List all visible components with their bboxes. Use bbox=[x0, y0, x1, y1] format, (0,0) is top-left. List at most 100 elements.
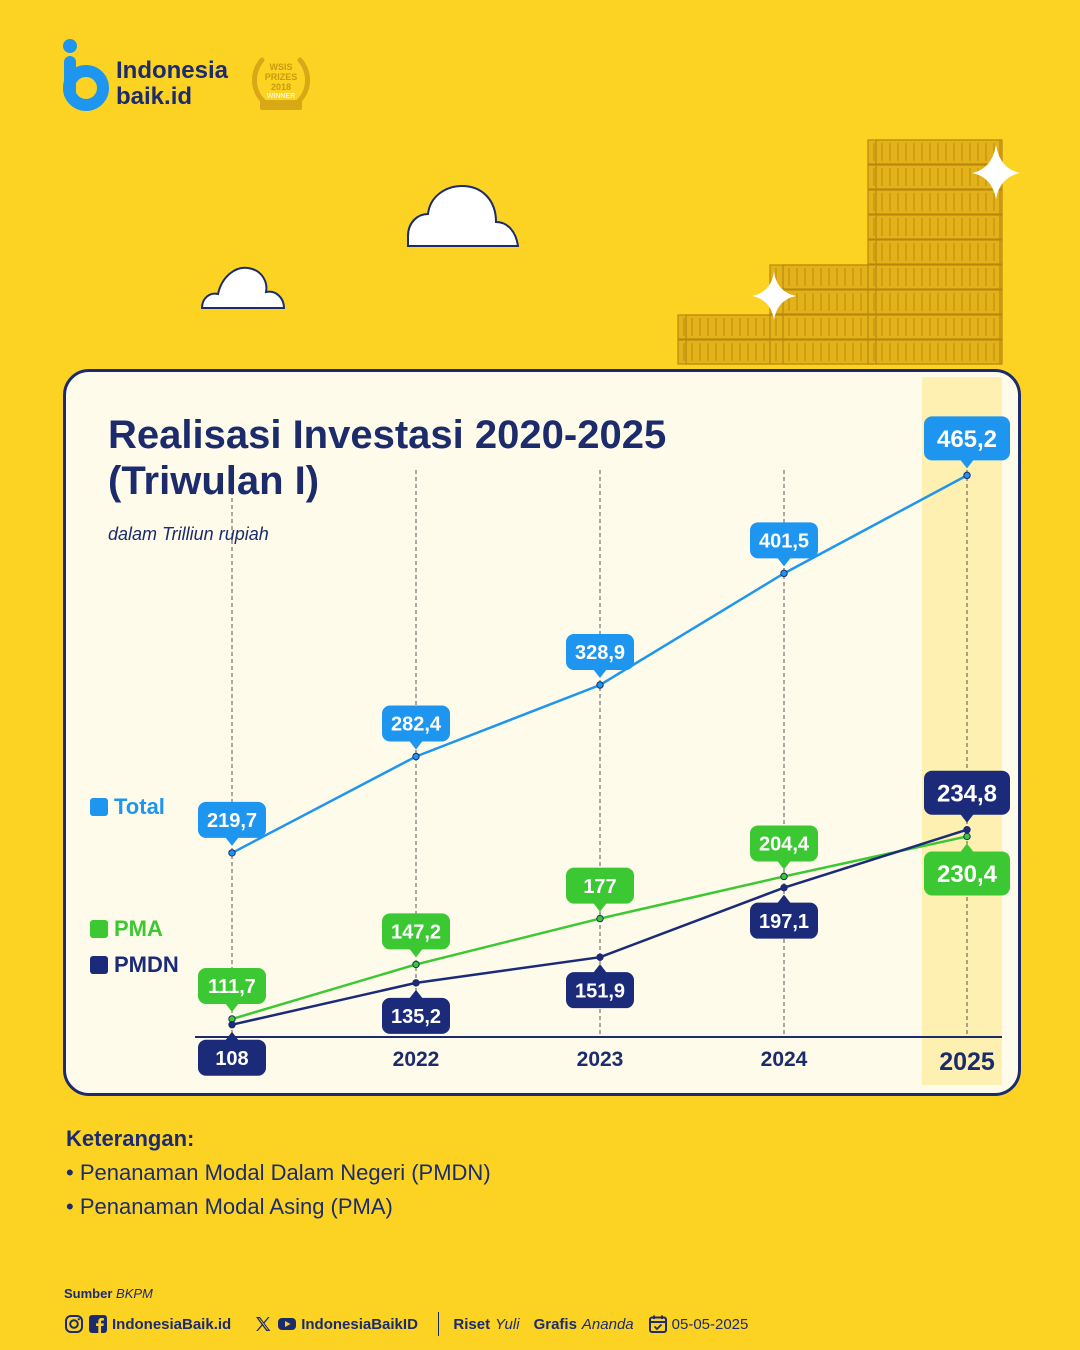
data-label: 151,9 bbox=[575, 980, 625, 1002]
data-label-pointer bbox=[593, 902, 607, 912]
data-label-pointer bbox=[960, 813, 974, 823]
data-label-bubble bbox=[924, 770, 1010, 815]
grafis-label: Grafis bbox=[533, 1315, 577, 1333]
data-label: 219,7 bbox=[207, 810, 257, 832]
legend-total-label: Total bbox=[114, 794, 165, 819]
data-label: 177 bbox=[583, 876, 616, 898]
data-label-pointer bbox=[777, 557, 791, 567]
data-label: 197,1 bbox=[759, 911, 809, 933]
footer-bar: IndonesiaBaik.id IndonesiaBaikID Riset Y… bbox=[64, 1312, 748, 1336]
data-label: 147,2 bbox=[391, 922, 441, 944]
award-line3: 2018 bbox=[270, 82, 292, 92]
highlight-column bbox=[922, 377, 1002, 1085]
data-label-bubble bbox=[566, 867, 634, 904]
award-line1: WSIS bbox=[269, 62, 293, 72]
data-label-bubble bbox=[566, 633, 634, 670]
chart-title: Realisasi Investasi 2020-2025 (Triwulan … bbox=[108, 412, 666, 504]
data-point-pmdn bbox=[780, 883, 788, 892]
wsis-award-text: WSIS PRIZES 2018 WINNER bbox=[248, 62, 314, 102]
data-label-pointer bbox=[225, 836, 239, 846]
cloud-icon bbox=[407, 184, 520, 247]
data-label: 465,2 bbox=[937, 426, 997, 453]
social-handle-website[interactable]: IndonesiaBaik.id bbox=[112, 1315, 232, 1333]
legend-pma: PMA bbox=[90, 916, 163, 942]
data-label: 135,2 bbox=[391, 1006, 441, 1028]
legend-pmdn: PMDN bbox=[90, 952, 179, 978]
brand-name-line1: Indonesia bbox=[116, 57, 229, 84]
data-label-bubble bbox=[382, 705, 450, 742]
chart-title-line2: (Triwulan I) bbox=[108, 459, 320, 503]
brand-name: Indonesia baik.id bbox=[116, 58, 228, 110]
riset-value: Yuli bbox=[495, 1315, 520, 1333]
cloud-icon bbox=[200, 266, 286, 309]
data-label-pointer bbox=[225, 1031, 239, 1041]
source-credit: Sumber BKPM bbox=[64, 1286, 153, 1301]
legend-pmdn-label: PMDN bbox=[114, 952, 179, 977]
footer-divider bbox=[437, 1312, 440, 1336]
data-label: 204,4 bbox=[759, 834, 810, 856]
x-twitter-icon[interactable] bbox=[253, 1314, 273, 1334]
wsis-award-laurel-icon bbox=[252, 57, 310, 110]
calendar-icon bbox=[648, 1315, 667, 1333]
data-label-pointer bbox=[409, 989, 423, 999]
data-label-pointer bbox=[777, 860, 791, 870]
data-label-pointer bbox=[593, 668, 607, 678]
data-label-pointer bbox=[593, 964, 607, 974]
data-label-bubble bbox=[566, 972, 634, 1009]
data-label-bubble bbox=[750, 522, 818, 559]
legend-pma-label: PMA bbox=[114, 916, 163, 941]
coin bbox=[782, 264, 874, 290]
data-label: 111,7 bbox=[208, 976, 256, 998]
data-label-bubble bbox=[382, 997, 450, 1034]
data-label: 282,4 bbox=[391, 714, 442, 736]
data-label-bubble bbox=[924, 416, 1010, 461]
coin-stacks-icon bbox=[677, 139, 1003, 365]
data-label-bubble bbox=[924, 851, 1010, 896]
facebook-icon[interactable] bbox=[88, 1314, 108, 1334]
data-point-pma bbox=[596, 914, 604, 923]
data-label: 328,9 bbox=[575, 642, 625, 664]
x-tick-label: 2022 bbox=[393, 1048, 440, 1071]
data-label-pointer bbox=[225, 1003, 239, 1013]
sparkle-icon bbox=[972, 145, 1020, 199]
sparkle-icon bbox=[752, 272, 796, 320]
notes-item: • Penanaman Modal Dalam Negeri (PMDN) bbox=[66, 1160, 491, 1185]
coin bbox=[782, 339, 874, 365]
riset-label: Riset bbox=[453, 1315, 491, 1333]
instagram-icon[interactable] bbox=[64, 1314, 84, 1334]
chart-subtitle: dalam Trilliun rupiah bbox=[108, 524, 269, 544]
award-line4: WINNER bbox=[266, 93, 296, 100]
data-label-pointer bbox=[409, 948, 423, 958]
data-label-pointer bbox=[960, 459, 974, 469]
legend-pma-swatch bbox=[90, 920, 108, 938]
data-label-pointer bbox=[960, 843, 974, 853]
data-label-pointer bbox=[409, 740, 423, 750]
data-point-pmdn bbox=[228, 1020, 236, 1029]
data-label-bubble bbox=[198, 968, 266, 1005]
data-label: 401,5 bbox=[759, 531, 809, 553]
data-label: 234,8 bbox=[937, 780, 997, 807]
data-point-pma bbox=[963, 832, 971, 841]
data-point-total bbox=[780, 569, 788, 578]
data-label-bubble bbox=[382, 913, 450, 950]
publish-date: 05-05-2025 bbox=[671, 1315, 749, 1333]
data-point-pmdn bbox=[596, 953, 604, 961]
data-label-bubble bbox=[198, 801, 266, 838]
brand-name-line2: baik.id bbox=[116, 83, 193, 110]
data-label: 108 bbox=[215, 1048, 248, 1070]
x-tick-label: 2024 bbox=[761, 1048, 808, 1071]
legend-total: Total bbox=[90, 794, 165, 820]
chart-title-line1: Realisasi Investasi 2020-2025 bbox=[108, 413, 667, 457]
data-point-total bbox=[596, 681, 604, 689]
youtube-icon[interactable] bbox=[277, 1314, 297, 1334]
notes-title: Keterangan: bbox=[66, 1126, 195, 1151]
data-label: 230,4 bbox=[937, 861, 998, 888]
source-label: Sumber bbox=[64, 1286, 113, 1301]
data-label-pointer bbox=[777, 894, 791, 904]
notes-item: • Penanaman Modal Asing (PMA) bbox=[66, 1194, 393, 1219]
data-point-pmdn bbox=[412, 979, 420, 987]
social-handle[interactable]: IndonesiaBaikID bbox=[301, 1315, 418, 1333]
data-point-total bbox=[412, 752, 420, 761]
x-tick-label: 2023 bbox=[577, 1048, 624, 1071]
data-label-bubble bbox=[198, 1039, 266, 1076]
